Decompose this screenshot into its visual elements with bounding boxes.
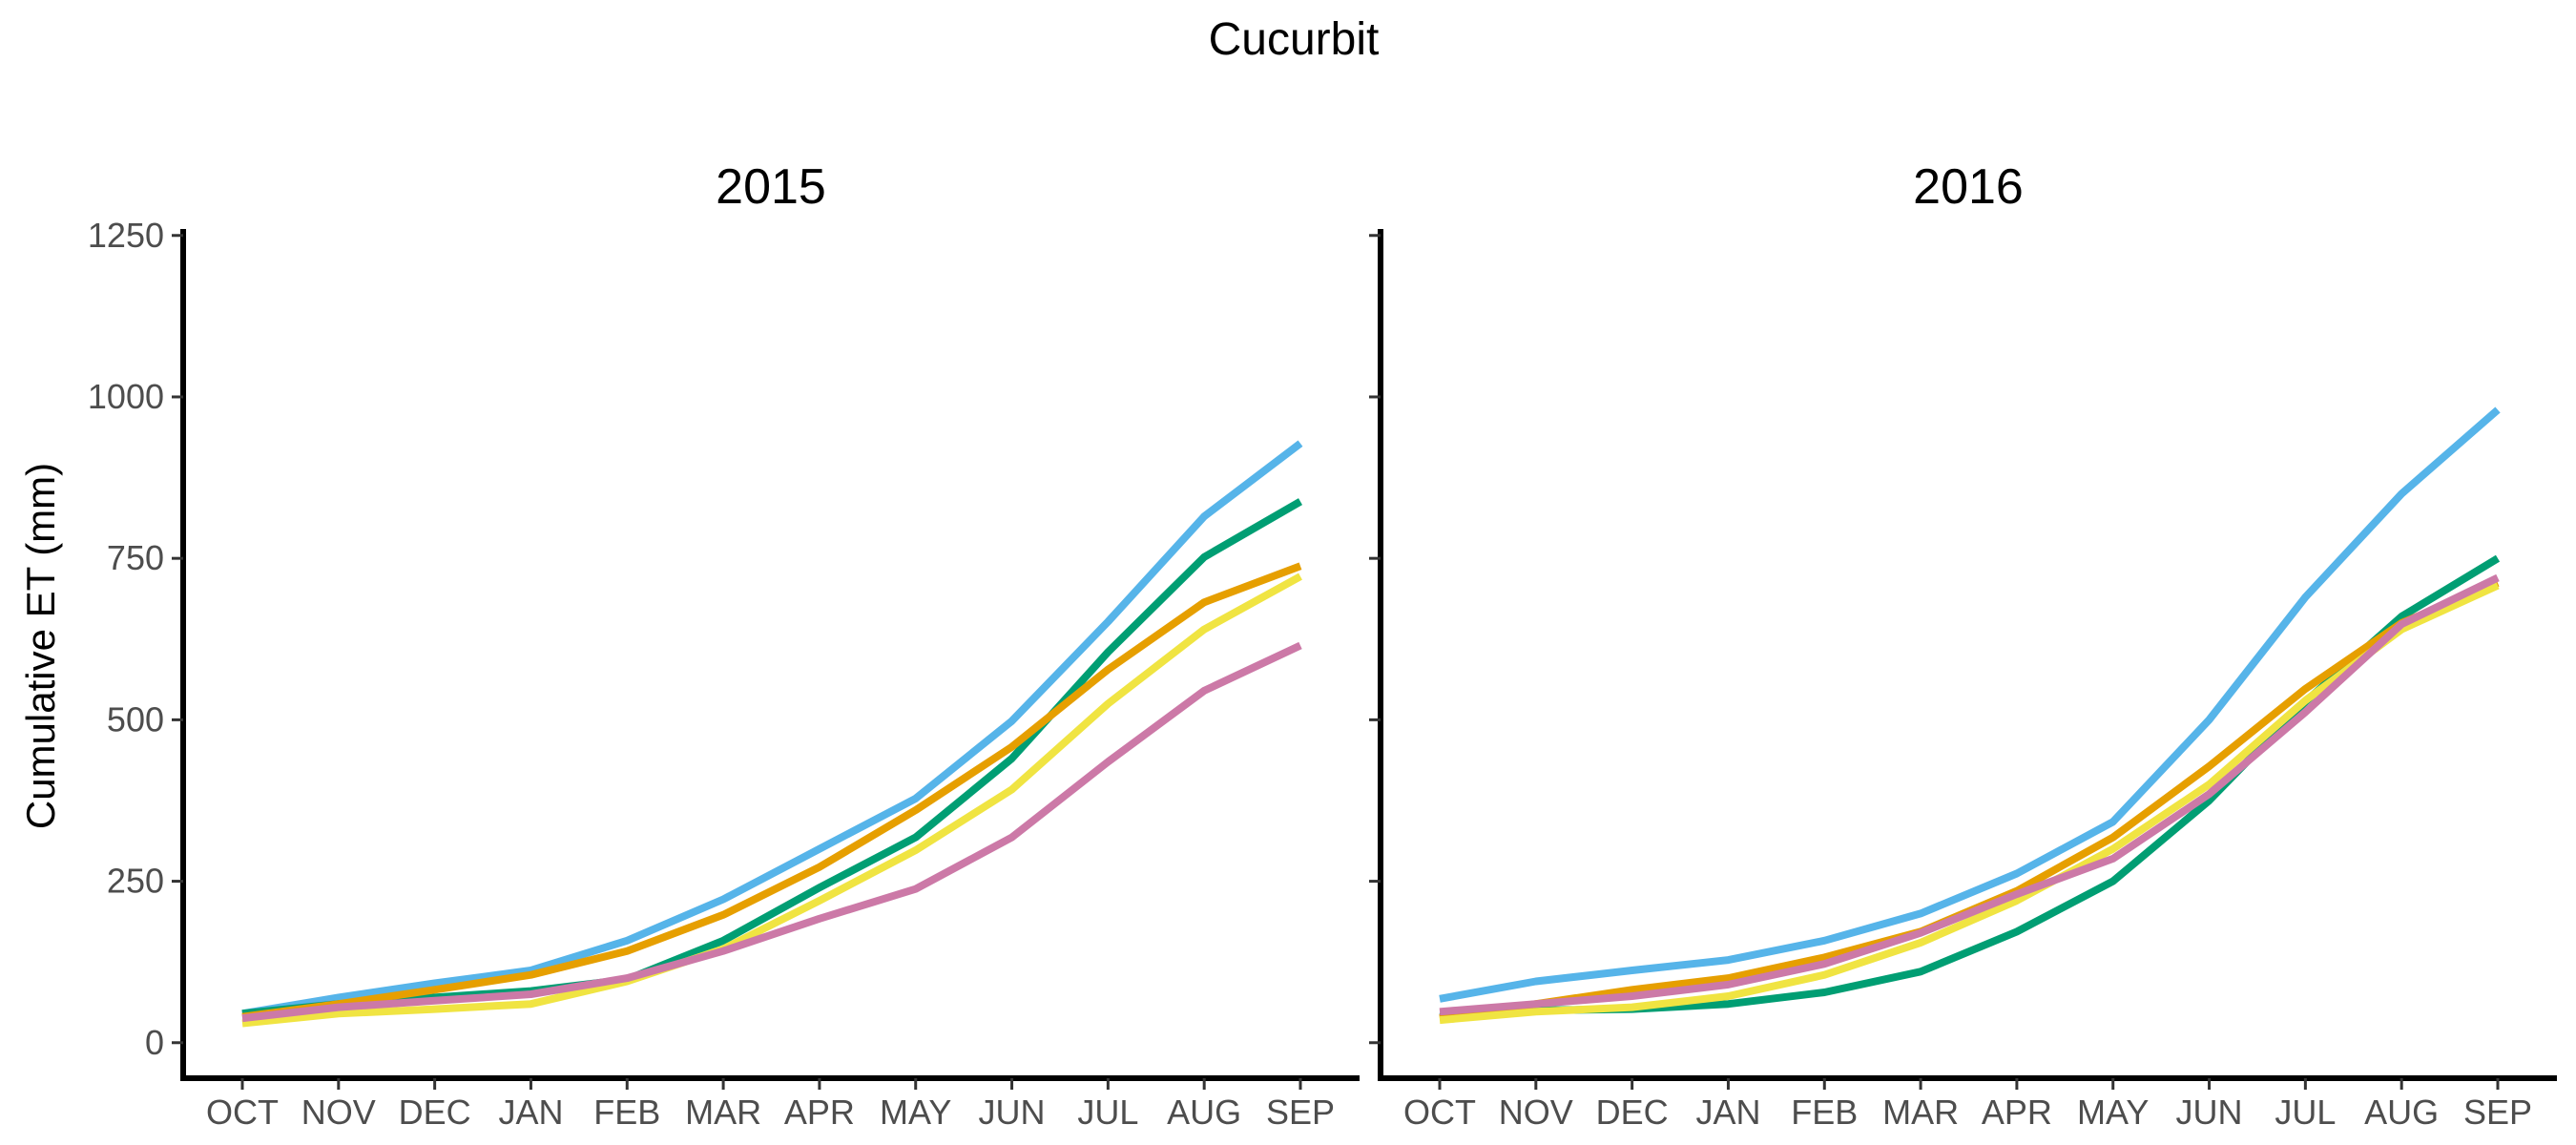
- x-tick-label: MAY: [880, 1093, 951, 1132]
- x-tick-label: OCT: [206, 1093, 279, 1132]
- y-axis-title: Cumulative ET (mm): [18, 463, 63, 829]
- x-tick-label: MAR: [1882, 1093, 1959, 1132]
- x-tick-label: NOV: [301, 1093, 376, 1132]
- x-tick-label: JUL: [2275, 1093, 2336, 1132]
- series-line-1: [241, 440, 1303, 1018]
- x-tick-label: APR: [784, 1093, 855, 1132]
- panel-2015: 2015 OCT NOV DEC JAN FEB MAR APR MAY JUN JUL AUG SE…: [88, 159, 1360, 1132]
- y-tick-label: 500: [107, 699, 164, 739]
- x-tick-label: JUN: [979, 1093, 1046, 1132]
- x-tick-label: APR: [1982, 1093, 2052, 1132]
- x-tick-label: OCT: [1403, 1093, 1476, 1132]
- series-line-5: [241, 641, 1302, 1023]
- x-tick-label: NOV: [1499, 1093, 1573, 1132]
- y-tick-label: 750: [107, 538, 164, 577]
- series-line-2: [1439, 554, 2501, 1021]
- series-line-5: [1439, 573, 2500, 1016]
- chart-title: Cucurbit: [1209, 14, 1380, 65]
- x-tick-label: DEC: [1596, 1093, 1669, 1132]
- y-tick-label: 250: [107, 862, 164, 901]
- x-tick-label: DEC: [399, 1093, 471, 1132]
- y-tick-label: 1250: [88, 216, 164, 255]
- panel-title: 2016: [1913, 159, 2024, 215]
- x-tick-label: AUG: [1167, 1093, 1241, 1132]
- x-tick-label: SEP: [1266, 1093, 1335, 1132]
- x-tick-label: JUN: [2176, 1093, 2243, 1132]
- panel-title: 2015: [716, 159, 826, 215]
- x-tick-label: JAN: [1695, 1093, 1760, 1132]
- x-tick-label: AUG: [2364, 1093, 2439, 1132]
- series-line-1: [1439, 406, 2501, 1003]
- panel-2016: 2016 OCT NOV DEC JAN FEB MAR APR MAY JUN JUL AUG SE…: [1369, 159, 2557, 1132]
- x-tick-label: JAN: [498, 1093, 563, 1132]
- x-tick-label: JUL: [1077, 1093, 1138, 1132]
- y-tick-label: 0: [145, 1023, 164, 1062]
- x-tick-label: MAY: [2077, 1093, 2149, 1132]
- x-tick-label: MAR: [685, 1093, 761, 1132]
- y-tick-label: 1000: [88, 377, 164, 416]
- series-line-4: [1439, 581, 2500, 1025]
- x-tick-label: SEP: [2463, 1093, 2532, 1132]
- x-tick-label: FEB: [593, 1093, 660, 1132]
- x-tick-label: FEB: [1791, 1093, 1858, 1132]
- series-line-4: [241, 572, 1302, 1028]
- series-line-3: [241, 562, 1302, 1021]
